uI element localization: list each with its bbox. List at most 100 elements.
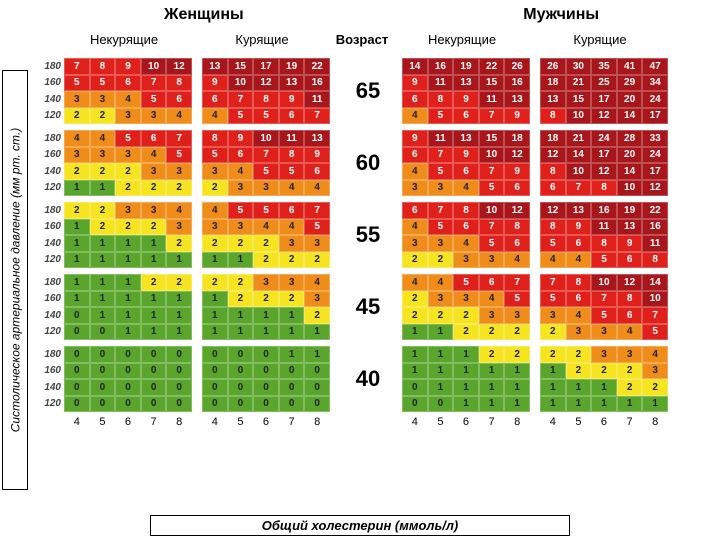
risk-cell: 1 — [253, 324, 279, 341]
risk-cell: 5 — [428, 163, 454, 180]
risk-cell: 1 — [202, 324, 228, 341]
block-men-smoking-60: 182124283312141720248101214176781012 — [540, 130, 668, 196]
risk-cell: 0 — [64, 396, 90, 413]
risk-cell: 1 — [428, 346, 454, 363]
risk-cell: 2 — [228, 291, 254, 308]
risk-cell: 2 — [504, 346, 530, 363]
risk-cell: 2 — [402, 307, 428, 324]
risk-cell: 0 — [304, 396, 330, 413]
risk-cell: 3 — [540, 307, 566, 324]
risk-cell: 7 — [642, 307, 668, 324]
risk-cell: 0 — [402, 379, 428, 396]
risk-cell: 3 — [428, 291, 454, 308]
risk-cell: 2 — [479, 346, 505, 363]
risk-cell: 0 — [115, 396, 141, 413]
bp-labels: 180160140120 — [34, 274, 64, 340]
risk-cell: 1 — [90, 274, 116, 291]
risk-cell: 2 — [279, 291, 305, 308]
risk-cell: 0 — [166, 379, 192, 396]
risk-cell: 3 — [591, 346, 617, 363]
risk-cell: 4 — [617, 324, 643, 341]
risk-cell: 2 — [540, 324, 566, 341]
risk-cell: 0 — [64, 379, 90, 396]
risk-cell: 1 — [141, 291, 167, 308]
risk-cell: 1 — [90, 307, 116, 324]
risk-cell: 2 — [402, 252, 428, 269]
risk-cell: 6 — [453, 108, 479, 125]
risk-cell: 3 — [202, 163, 228, 180]
risk-cell: 5 — [591, 307, 617, 324]
risk-cell: 17 — [642, 108, 668, 125]
risk-cell: 12 — [540, 147, 566, 164]
risk-cell: 1 — [166, 291, 192, 308]
bp-labels: 180160140120 — [34, 58, 64, 124]
risk-cell: 35 — [591, 58, 617, 75]
risk-cell: 5 — [428, 108, 454, 125]
risk-cell: 1 — [141, 235, 167, 252]
risk-cell: 22 — [642, 202, 668, 219]
risk-cell: 4 — [304, 180, 330, 197]
header-women: Женщины — [55, 6, 353, 24]
risk-cell: 0 — [90, 379, 116, 396]
risk-cell: 4 — [141, 147, 167, 164]
risk-cell: 14 — [617, 108, 643, 125]
risk-cell: 3 — [566, 324, 592, 341]
risk-cell: 1 — [90, 291, 116, 308]
risk-cell: 4 — [402, 274, 428, 291]
risk-cell: 0 — [279, 379, 305, 396]
x-axis-label: Общий холестерин (ммоль/л) — [150, 515, 570, 536]
risk-cell: 1 — [115, 235, 141, 252]
risk-cell: 0 — [90, 324, 116, 341]
risk-cell: 1 — [279, 324, 305, 341]
risk-cell: 13 — [504, 91, 530, 108]
bp-labels: 180160140120 — [34, 130, 64, 196]
chol-labels: 45678 — [402, 416, 530, 428]
risk-cell: 1 — [566, 396, 592, 413]
risk-cell: 2 — [304, 307, 330, 324]
risk-cell: 7 — [304, 108, 330, 125]
risk-cell: 1 — [202, 252, 228, 269]
risk-cell: 1 — [228, 324, 254, 341]
risk-cell: 17 — [591, 91, 617, 108]
risk-cell: 7 — [566, 180, 592, 197]
risk-cell: 2 — [202, 274, 228, 291]
risk-cell: 9 — [279, 91, 305, 108]
risk-cell: 11 — [428, 75, 454, 92]
risk-cell: 4 — [64, 130, 90, 147]
risk-cell: 2 — [540, 346, 566, 363]
risk-cell: 5 — [540, 291, 566, 308]
risk-cell: 0 — [202, 396, 228, 413]
risk-cell: 20 — [617, 91, 643, 108]
risk-cell: 17 — [591, 147, 617, 164]
risk-cell: 3 — [253, 180, 279, 197]
risk-cell: 13 — [566, 202, 592, 219]
risk-cell: 3 — [428, 180, 454, 197]
risk-cell: 6 — [617, 252, 643, 269]
risk-cell: 0 — [90, 396, 116, 413]
risk-cell: 6 — [453, 163, 479, 180]
risk-cell: 5 — [428, 219, 454, 236]
risk-cell: 20 — [617, 147, 643, 164]
risk-cell: 1 — [402, 324, 428, 341]
sub-age: Возраст — [331, 32, 393, 47]
risk-cell: 8 — [253, 91, 279, 108]
risk-cell: 1 — [428, 324, 454, 341]
age-row-45: 1801601401201112211111011110011122334122… — [34, 274, 712, 340]
risk-cell: 0 — [428, 396, 454, 413]
block-women-smoking-55: 45567334452223311222 — [202, 202, 330, 268]
risk-cell: 8 — [166, 75, 192, 92]
risk-cell: 17 — [253, 58, 279, 75]
risk-cell: 8 — [540, 219, 566, 236]
risk-cell: 5 — [228, 108, 254, 125]
risk-cell: 1 — [479, 363, 505, 380]
risk-cell: 2 — [617, 363, 643, 380]
risk-cell: 5 — [479, 235, 505, 252]
risk-cell: 9 — [228, 130, 254, 147]
age-row-65: 1801601401207891012556783345622334131517… — [34, 58, 712, 124]
risk-cell: 1 — [64, 274, 90, 291]
risk-cell: 1 — [504, 379, 530, 396]
risk-cell: 2 — [453, 324, 479, 341]
block-women-smoking-60: 89101113567893455623344 — [202, 130, 330, 196]
risk-cell: 3 — [402, 235, 428, 252]
block-women-nonsmoking-65: 7891012556783345622334 — [64, 58, 192, 124]
